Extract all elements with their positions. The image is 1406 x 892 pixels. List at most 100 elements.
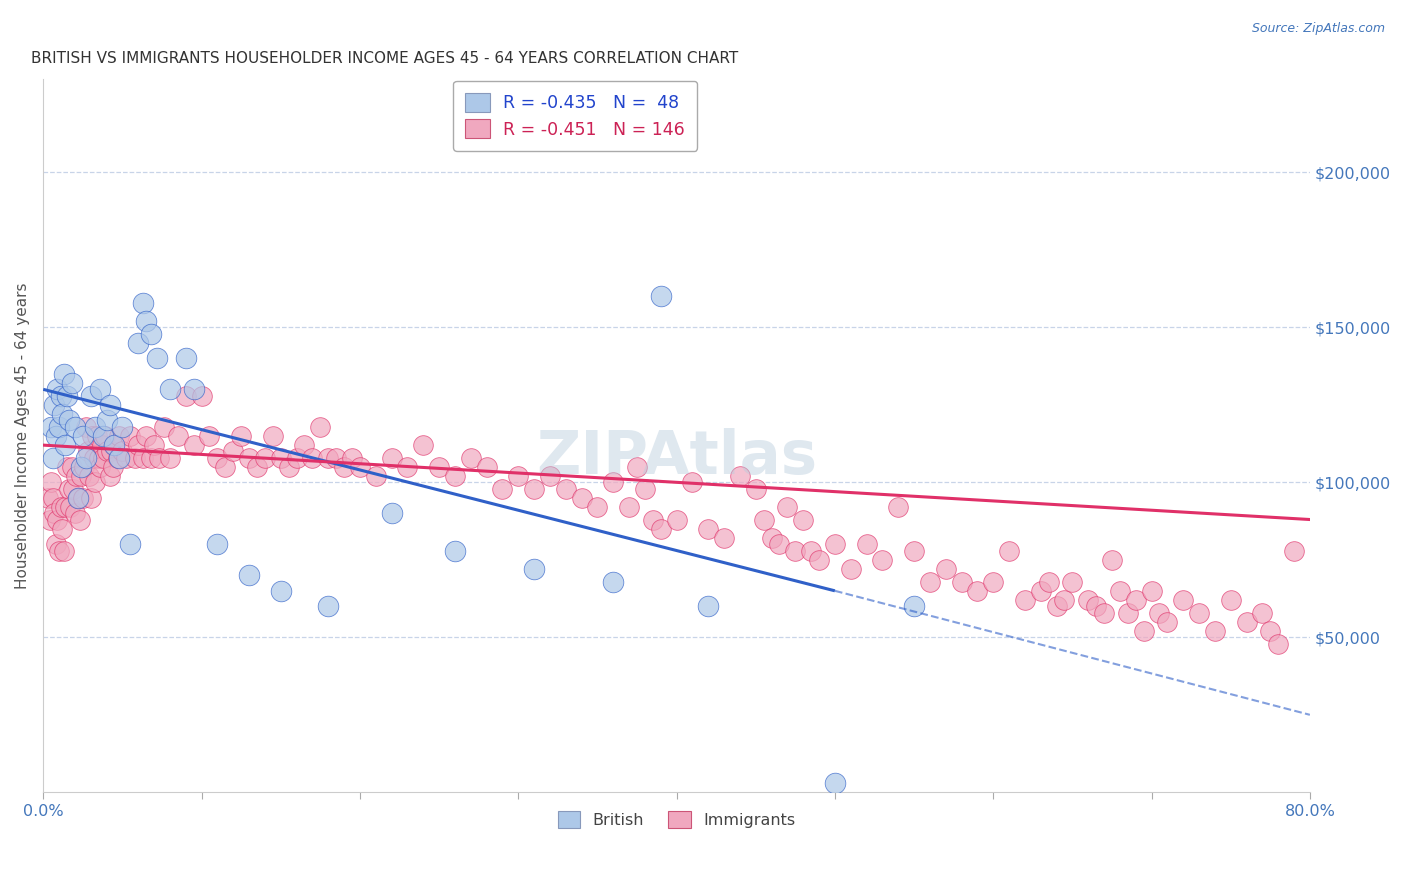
- Point: [1156, 615, 1178, 629]
- Point: [93, 450, 115, 465]
- Point: [111, 419, 134, 434]
- Point: [84, 419, 107, 434]
- Point: [108, 450, 131, 465]
- Text: Source: ZipAtlas.com: Source: ZipAtlas.com: [1251, 22, 1385, 36]
- Point: [222, 444, 245, 458]
- Point: [855, 537, 877, 551]
- Point: [56, 459, 79, 474]
- Point: [444, 469, 467, 483]
- Point: [207, 537, 229, 551]
- Point: [824, 537, 846, 551]
- Point: [1267, 636, 1289, 650]
- Point: [174, 351, 197, 366]
- Point: [602, 475, 624, 490]
- Point: [1282, 543, 1305, 558]
- Point: [316, 450, 339, 465]
- Point: [340, 450, 363, 465]
- Point: [94, 429, 117, 443]
- Point: [491, 482, 513, 496]
- Point: [124, 450, 146, 465]
- Point: [744, 482, 766, 496]
- Point: [768, 537, 790, 551]
- Point: [571, 491, 593, 505]
- Point: [98, 398, 121, 412]
- Point: [159, 450, 181, 465]
- Point: [37, 491, 59, 505]
- Point: [1125, 593, 1147, 607]
- Point: [1236, 615, 1258, 629]
- Point: [650, 522, 672, 536]
- Point: [650, 289, 672, 303]
- Point: [90, 438, 112, 452]
- Point: [72, 429, 94, 443]
- Point: [183, 438, 205, 452]
- Point: [364, 469, 387, 483]
- Point: [45, 429, 67, 443]
- Point: [51, 522, 73, 536]
- Point: [665, 512, 688, 526]
- Point: [207, 450, 229, 465]
- Point: [65, 469, 87, 483]
- Point: [198, 429, 221, 443]
- Point: [641, 512, 664, 526]
- Point: [41, 491, 63, 505]
- Point: [1219, 593, 1241, 607]
- Point: [903, 599, 925, 614]
- Point: [132, 450, 155, 465]
- Point: [100, 444, 122, 458]
- Point: [1109, 583, 1132, 598]
- Point: [508, 469, 530, 483]
- Point: [752, 512, 775, 526]
- Point: [60, 376, 83, 391]
- Point: [617, 500, 640, 515]
- Point: [70, 469, 93, 483]
- Point: [277, 459, 299, 474]
- Point: [602, 574, 624, 589]
- Point: [93, 429, 115, 443]
- Point: [46, 512, 69, 526]
- Point: [48, 543, 70, 558]
- Point: [139, 326, 162, 341]
- Point: [460, 450, 482, 465]
- Point: [412, 438, 434, 452]
- Legend: British, Immigrants: British, Immigrants: [551, 805, 801, 834]
- Point: [294, 438, 316, 452]
- Point: [58, 482, 80, 496]
- Point: [96, 444, 118, 458]
- Point: [159, 382, 181, 396]
- Point: [127, 438, 149, 452]
- Point: [143, 438, 166, 452]
- Point: [108, 429, 131, 443]
- Point: [523, 562, 546, 576]
- Point: [444, 543, 467, 558]
- Point: [75, 419, 97, 434]
- Point: [166, 429, 188, 443]
- Point: [63, 506, 86, 520]
- Point: [80, 491, 103, 505]
- Point: [1014, 593, 1036, 607]
- Point: [135, 429, 157, 443]
- Point: [325, 450, 347, 465]
- Point: [120, 537, 142, 551]
- Point: [45, 537, 67, 551]
- Point: [1062, 574, 1084, 589]
- Point: [75, 450, 97, 465]
- Text: ZIPAtlas: ZIPAtlas: [536, 428, 817, 487]
- Point: [839, 562, 862, 576]
- Point: [98, 469, 121, 483]
- Point: [87, 450, 110, 465]
- Point: [52, 543, 75, 558]
- Point: [285, 450, 308, 465]
- Point: [333, 459, 356, 474]
- Point: [135, 314, 157, 328]
- Point: [146, 351, 169, 366]
- Point: [1085, 599, 1108, 614]
- Point: [1029, 583, 1052, 598]
- Point: [1173, 593, 1195, 607]
- Point: [380, 450, 402, 465]
- Point: [697, 599, 720, 614]
- Point: [776, 500, 799, 515]
- Point: [475, 459, 498, 474]
- Point: [80, 388, 103, 402]
- Point: [103, 438, 125, 452]
